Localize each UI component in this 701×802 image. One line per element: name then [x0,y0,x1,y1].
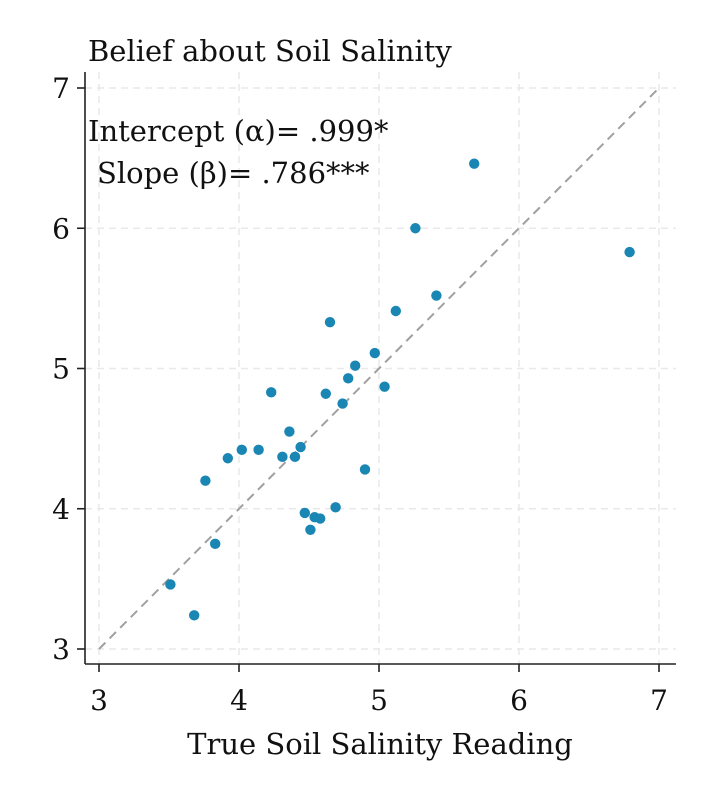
data-point-22 [359,464,371,475]
data-point-28 [469,158,480,169]
data-point-18 [330,502,341,513]
reference-line-group [98,87,660,650]
annotation-slope: Slope (β)= .786*** [97,156,370,190]
x-tick-label-3: 6 [510,684,528,717]
data-point-0 [165,579,176,590]
data-point-6 [253,444,264,456]
data-point-8 [277,451,288,463]
data-point-24 [379,381,390,392]
data-point-16 [320,388,331,399]
data-point-27 [431,290,442,301]
grid-lines [85,72,676,664]
data-point-25 [390,305,401,317]
data-point-29 [624,246,635,258]
chart-title: Belief about Soil Salinity [88,34,452,68]
data-point-9 [284,426,295,437]
x-axis-label: True Soil Salinity Reading [187,727,573,761]
y-tick-label-3: 6 [52,212,70,245]
data-point-26 [410,223,421,234]
y-tick-label-1: 4 [52,493,70,526]
data-point-12 [299,507,310,519]
data-point-21 [350,360,361,371]
data-point-15 [315,513,326,524]
data-point-19 [337,398,348,409]
data-point-13 [305,524,316,535]
data-point-3 [210,538,221,550]
x-tick-label-2: 5 [370,684,388,717]
data-point-20 [343,373,354,384]
data-point-11 [295,441,306,453]
reference-line [98,87,660,650]
data-point-4 [222,453,233,464]
data-point-2 [200,475,211,486]
data-point-10 [289,451,301,463]
data-point-1 [189,610,200,621]
x-tick-label-4: 7 [650,684,668,717]
data-point-7 [266,387,277,398]
axes [77,72,676,672]
y-tick-label-0: 3 [52,633,70,666]
x-tick-label-0: 3 [90,684,108,717]
x-tick-label-1: 4 [230,684,248,717]
data-point-23 [369,347,380,359]
y-tick-label-4: 7 [52,72,70,105]
annotation-intercept: Intercept (α)= .999* [88,114,389,148]
tick-labels: 3 4 5 6 7 3 4 5 6 7 [52,72,668,717]
data-point-17 [324,317,336,328]
data-point-5 [236,444,247,456]
data-points [165,158,635,621]
y-tick-label-2: 5 [52,353,70,386]
